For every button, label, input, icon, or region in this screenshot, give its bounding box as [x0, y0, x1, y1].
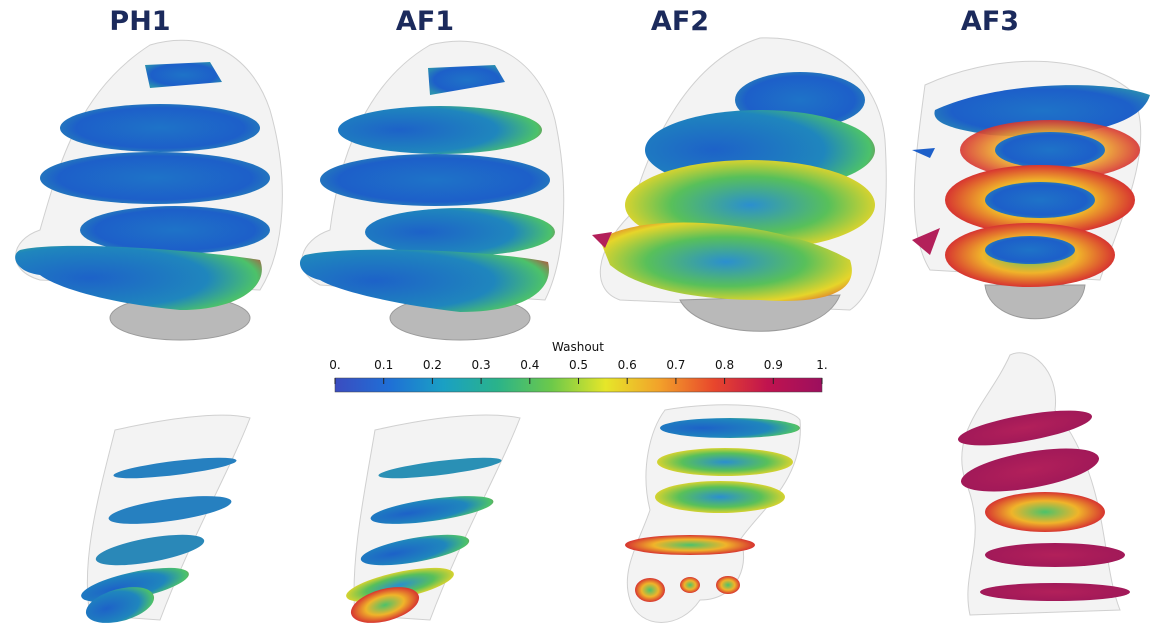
appendage-render — [81, 414, 251, 623]
colorbar: Washout 0. 0.1 0.2 0.3 0.4 0.5 0.6 0.7 0.8 0.9 1. — [329, 340, 828, 393]
appendage-render — [625, 404, 801, 623]
atrium-render — [912, 60, 1150, 320]
appendage-render — [346, 414, 521, 623]
colorbar-tick-label: 0.2 — [423, 358, 442, 372]
panel-title: AF3 — [961, 6, 1019, 37]
colorbar-tick-label: 0.1 — [374, 358, 393, 372]
panel-title: AF1 — [396, 6, 454, 37]
colorbar-tick-label: 0.4 — [520, 358, 539, 372]
colorbar-tick-label: 0.9 — [764, 358, 783, 372]
colorbar-tick-label: 0.6 — [618, 358, 637, 372]
colorbar-tick-label: 0.7 — [666, 358, 685, 372]
atrium-render — [15, 39, 283, 341]
colorbar-tick-label: 0.3 — [472, 358, 491, 372]
panel-title: AF2 — [651, 6, 709, 37]
colorbar-title: Washout — [552, 340, 604, 354]
colorbar-tick-label: 0. — [329, 358, 340, 372]
atrium-render — [592, 37, 887, 332]
colorbar-tick-label: 1. — [816, 358, 827, 372]
colorbar-tick-label: 0.5 — [569, 358, 588, 372]
appendage-render — [957, 352, 1130, 616]
panel-title: PH1 — [109, 6, 170, 37]
colorbar-tick-label: 0.8 — [715, 358, 734, 372]
atrium-render — [299, 40, 565, 341]
